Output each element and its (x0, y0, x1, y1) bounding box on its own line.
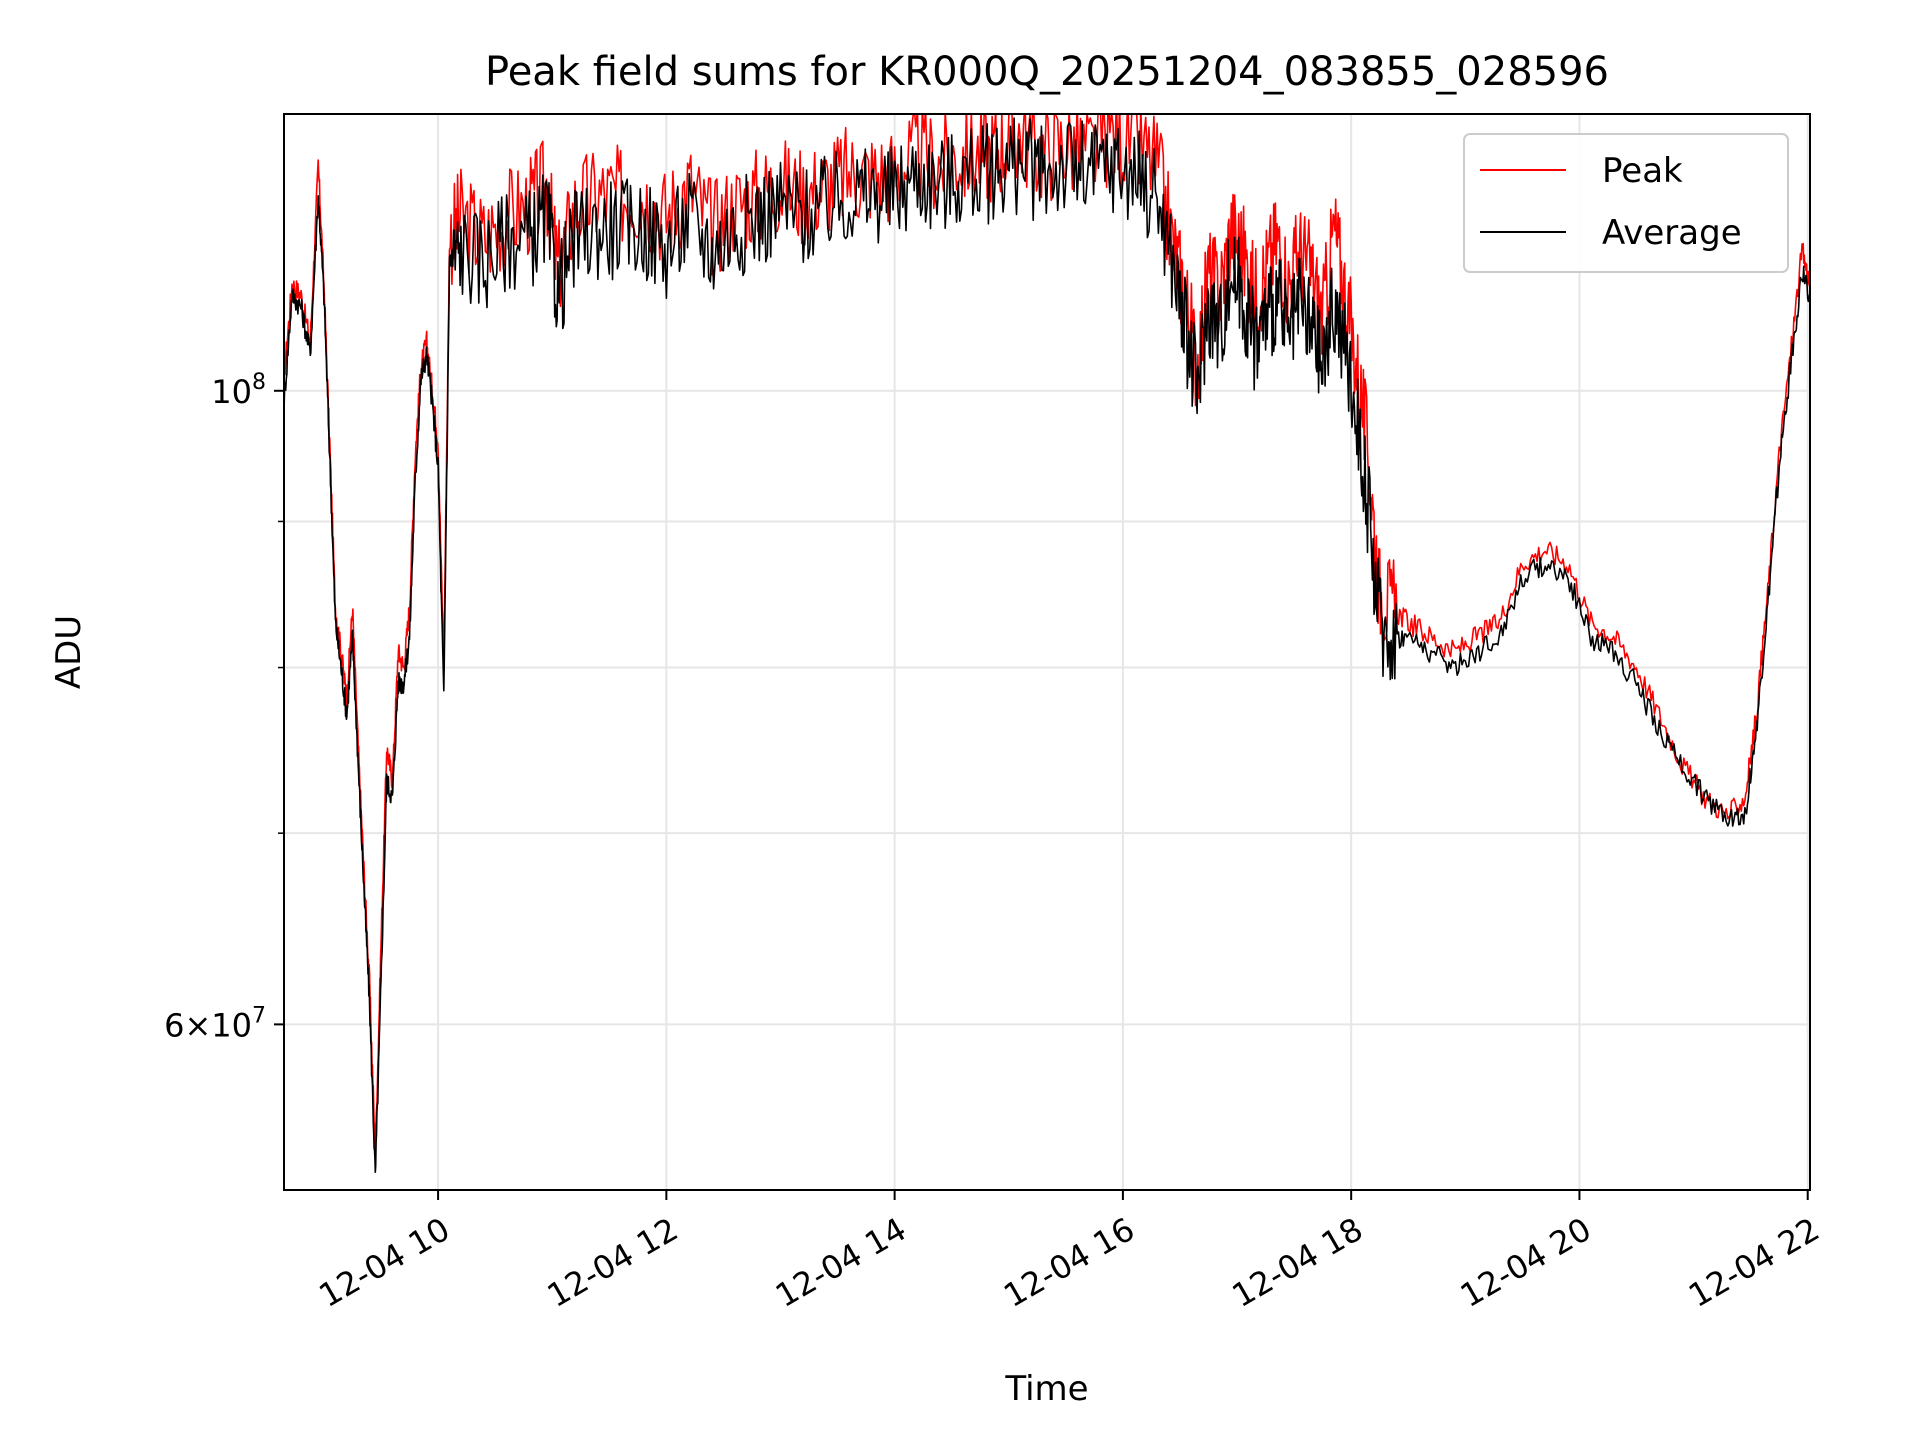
y-axis-label: ADU (49, 615, 89, 689)
legend-box (1463, 133, 1789, 273)
legend-average-label: Average (1602, 213, 1742, 253)
grid (284, 114, 1810, 1190)
plot-frame (283, 113, 1811, 1191)
y-axis: 6×107 108 (164, 370, 284, 1044)
legend-peak-label: Peak (1602, 151, 1683, 191)
series-line-average (284, 117, 1810, 1173)
chart-title: Peak field sums for KR000Q_20251204_0838… (485, 49, 1609, 95)
x-axis-label: Time (1004, 1369, 1088, 1409)
legend: Peak Average (1463, 133, 1789, 273)
y-tick-label: 108 (211, 370, 266, 411)
series-group (284, 114, 1810, 1173)
y-tick-label: 6×107 (164, 1003, 266, 1044)
